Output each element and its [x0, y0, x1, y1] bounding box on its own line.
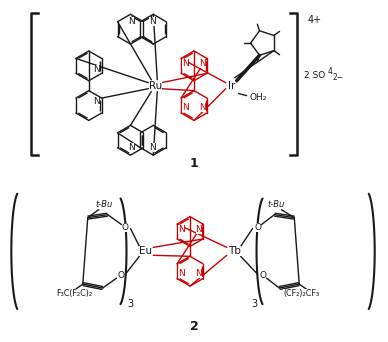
Text: Tb: Tb — [228, 246, 241, 256]
Text: Ir: Ir — [228, 81, 236, 91]
Text: N: N — [182, 103, 189, 112]
Text: Eu: Eu — [139, 246, 152, 256]
Text: 2 SO: 2 SO — [304, 71, 326, 80]
Text: 1: 1 — [190, 157, 198, 170]
Text: 2−: 2− — [333, 73, 344, 82]
Text: N: N — [94, 97, 100, 106]
Text: O: O — [259, 271, 266, 280]
Text: N: N — [182, 60, 189, 68]
Text: N: N — [94, 65, 100, 74]
Text: OH₂: OH₂ — [249, 93, 267, 102]
Text: 3: 3 — [127, 299, 133, 309]
Text: (CF₂)₂CF₃: (CF₂)₂CF₃ — [283, 289, 319, 299]
Text: 2: 2 — [190, 320, 198, 333]
Text: N: N — [196, 269, 202, 278]
Text: 4: 4 — [328, 67, 333, 76]
Text: N: N — [149, 143, 156, 152]
Text: N: N — [178, 225, 184, 234]
Text: N: N — [199, 60, 206, 68]
Text: N: N — [196, 225, 202, 234]
Text: N: N — [128, 143, 135, 152]
Text: t-Bu: t-Bu — [267, 200, 284, 209]
Text: N: N — [128, 17, 135, 26]
Text: O: O — [122, 223, 129, 232]
Text: t-Bu: t-Bu — [96, 200, 113, 209]
Text: O: O — [254, 223, 261, 232]
Text: 3: 3 — [251, 299, 258, 309]
Text: Ru: Ru — [149, 81, 162, 91]
Text: F₃C(F₂C)₂: F₃C(F₂C)₂ — [56, 289, 92, 299]
Text: N: N — [199, 103, 206, 112]
Text: N: N — [178, 269, 184, 278]
Text: 4+: 4+ — [307, 15, 321, 25]
Text: N: N — [149, 17, 156, 26]
Text: O: O — [117, 271, 124, 280]
